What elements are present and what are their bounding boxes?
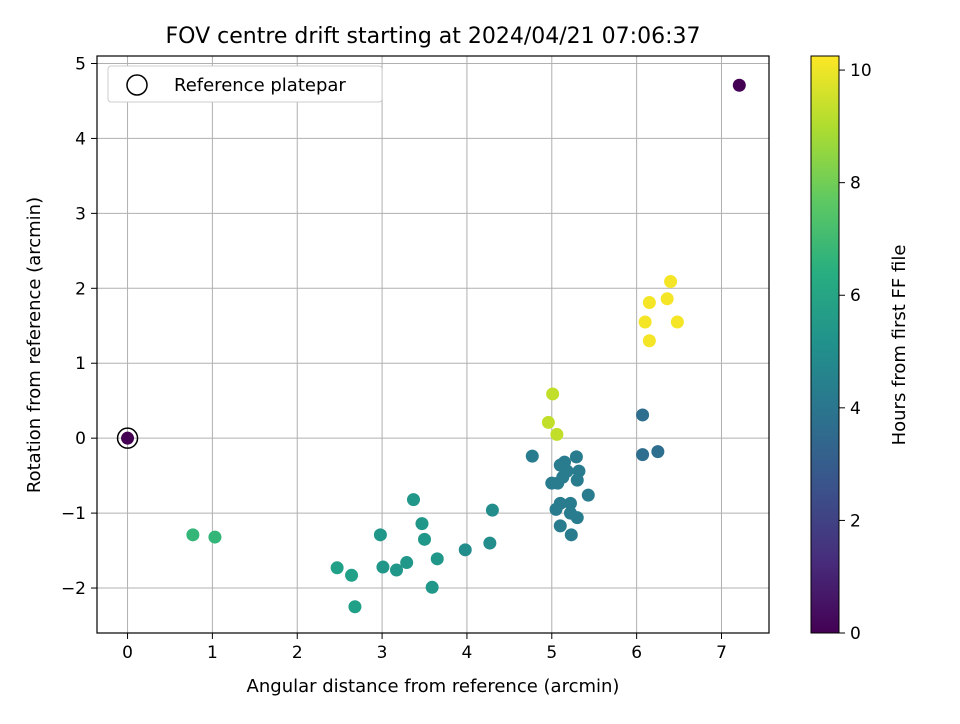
data-point: [485, 503, 499, 517]
data-point: [549, 502, 563, 516]
x-tick-label: 6: [631, 643, 642, 663]
x-tick-label: 3: [377, 643, 388, 663]
y-tick-label: 2: [75, 279, 86, 299]
x-tick-label: 7: [716, 643, 727, 663]
reference-platepar-marker: [116, 427, 139, 449]
data-point: [638, 315, 652, 329]
colorbar-tick-label: 4: [850, 399, 861, 419]
data-point: [651, 445, 665, 459]
y-tick-label: −1: [61, 504, 86, 524]
data-point: [390, 563, 404, 577]
data-point: [642, 296, 656, 310]
data-point: [664, 275, 678, 289]
data-point: [208, 530, 222, 544]
axis-ticks: 0 1 2 3 4 5 6 7 −2 −1 0 1 2 3 4 5: [61, 54, 727, 663]
data-point: [581, 488, 595, 502]
data-point: [418, 532, 432, 546]
colorbar-tick-label: 2: [850, 511, 861, 531]
data-point: [121, 431, 135, 445]
data-point: [546, 387, 560, 401]
y-tick-label: −2: [61, 579, 86, 599]
colorbar-tick-label: 10: [850, 61, 872, 81]
colorbar-tick-label: 6: [850, 286, 861, 306]
data-point: [541, 415, 555, 429]
data-point: [373, 528, 387, 542]
colorbar-gradient: [810, 55, 840, 634]
data-point: [376, 560, 390, 574]
y-tick-label: 1: [75, 354, 86, 374]
chart-title: FOV centre drift starting at 2024/04/21 …: [166, 24, 701, 49]
data-point: [564, 528, 578, 542]
data-point: [348, 600, 362, 614]
x-tick-label: 0: [122, 643, 133, 663]
data-point: [553, 519, 567, 533]
x-tick-label: 2: [292, 643, 303, 663]
legend: Reference platepar: [107, 65, 383, 103]
data-point: [636, 408, 650, 422]
data-point: [660, 292, 674, 306]
data-point: [186, 528, 200, 542]
data-point: [563, 496, 577, 510]
data-point: [458, 543, 472, 557]
y-tick-label: 4: [75, 129, 86, 149]
data-point: [400, 556, 414, 570]
data-point: [330, 561, 344, 575]
plot-area-frame: [96, 55, 770, 634]
data-points: [116, 78, 746, 614]
data-point: [430, 552, 444, 566]
colorbar-ticks: 0 2 4 6 8 10: [839, 61, 872, 644]
data-point: [406, 493, 420, 507]
x-tick-label: 4: [462, 643, 473, 663]
y-tick-label: 0: [75, 429, 86, 449]
data-point: [425, 580, 439, 594]
data-point: [483, 536, 497, 550]
data-point: [345, 568, 359, 582]
legend-box: [107, 65, 383, 103]
data-point: [569, 450, 583, 464]
x-tick-label: 5: [546, 643, 557, 663]
data-point: [732, 78, 746, 92]
data-point: [670, 315, 684, 329]
data-point: [636, 448, 650, 462]
data-point: [415, 517, 429, 531]
colorbar: 0 2 4 6 8 10 Hours from first FF file: [810, 55, 910, 644]
legend-reference-marker: [126, 74, 148, 96]
data-point: [550, 427, 564, 441]
data-point: [525, 449, 539, 463]
data-point: [551, 476, 565, 490]
data-point: [642, 334, 656, 348]
y-tick-label: 3: [75, 204, 86, 224]
legend-label: Reference platepar: [174, 75, 346, 96]
colorbar-label: Hours from first FF file: [889, 245, 910, 446]
data-point: [570, 473, 584, 487]
y-axis-label: Rotation from reference (arcmin): [24, 197, 45, 493]
y-tick-label: 5: [75, 54, 86, 74]
colorbar-tick-label: 8: [850, 174, 861, 194]
x-tick-label: 1: [207, 643, 218, 663]
data-point: [570, 511, 584, 525]
colorbar-tick-label: 0: [850, 624, 861, 644]
x-axis-label: Angular distance from reference (arcmin): [247, 676, 620, 697]
grid-lines: [97, 56, 769, 633]
